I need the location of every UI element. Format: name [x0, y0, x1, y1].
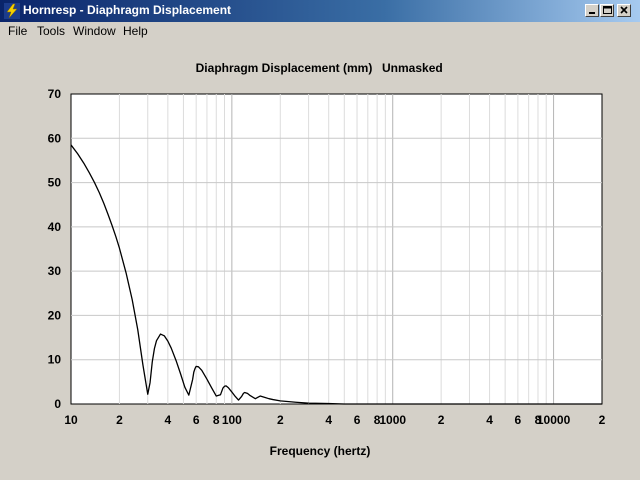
- x-tick-label: 4: [165, 413, 172, 427]
- plot-area: [70, 93, 603, 405]
- x-axis-label: Frequency (hertz): [270, 444, 371, 458]
- x-tick-label: 6: [354, 413, 361, 427]
- maximize-button[interactable]: [600, 4, 614, 17]
- close-icon: [620, 6, 628, 14]
- menu-help[interactable]: Help: [123, 24, 148, 38]
- y-tick-label: 70: [48, 87, 62, 101]
- grid-lines: [71, 94, 602, 404]
- x-tick-label: 4: [486, 413, 493, 427]
- y-axis-ticks: 0 10 20 30 40 50 60 70: [48, 87, 62, 411]
- minimize-button[interactable]: [585, 4, 599, 17]
- y-tick-label: 40: [48, 220, 62, 234]
- menu-window[interactable]: Window: [73, 24, 116, 38]
- menu-file[interactable]: File: [8, 24, 28, 38]
- x-tick-label: 6: [193, 413, 200, 427]
- series-group: [70, 144, 602, 405]
- y-tick-label: 20: [48, 308, 62, 322]
- title-bar[interactable]: Hornresp - Diaphragm Displacement: [0, 0, 640, 22]
- x-tick-label: 10000: [537, 413, 571, 427]
- y-tick-label: 10: [48, 353, 62, 367]
- window-title: Hornresp - Diaphragm Displacement: [23, 3, 232, 17]
- menu-tools[interactable]: Tools: [37, 24, 66, 38]
- chart-title: Diaphragm Displacement (mm): [196, 61, 373, 75]
- maximize-icon: [603, 6, 612, 14]
- x-tick-label: 100: [222, 413, 242, 427]
- x-tick-label: 8: [213, 413, 220, 427]
- x-tick-label: 10: [64, 413, 78, 427]
- x-tick-label: 2: [438, 413, 445, 427]
- lightning-icon: [4, 3, 20, 19]
- x-tick-label: 1000: [379, 413, 406, 427]
- y-tick-label: 0: [54, 397, 61, 411]
- close-button[interactable]: [617, 4, 631, 17]
- series-line: [70, 144, 602, 405]
- y-tick-label: 50: [48, 176, 62, 190]
- displacement-chart: Diaphragm Displacement (mm) Unmasked 010…: [48, 61, 606, 458]
- x-tick-label: 8: [535, 413, 542, 427]
- chart-subtitle: Unmasked: [382, 61, 443, 75]
- x-tick-label: 2: [277, 413, 284, 427]
- menu-bar: File Tools Window Help: [0, 22, 640, 40]
- x-tick-label: 2: [599, 413, 606, 427]
- x-tick-label: 6: [515, 413, 522, 427]
- x-tick-label: 2: [116, 413, 123, 427]
- x-tick-label: 8: [374, 413, 381, 427]
- x-tick-label: 4: [325, 413, 332, 427]
- y-tick-label: 30: [48, 264, 62, 278]
- y-tick-label: 60: [48, 131, 62, 145]
- minimize-icon: [589, 12, 595, 14]
